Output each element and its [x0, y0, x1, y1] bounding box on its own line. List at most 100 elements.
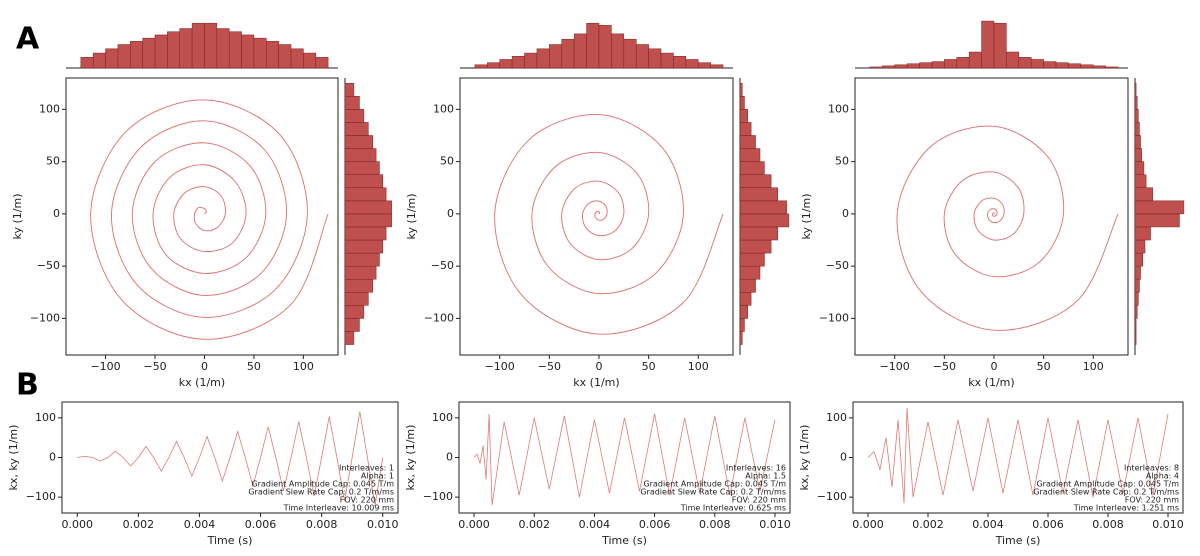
- x-tick-label: 0: [595, 360, 602, 373]
- hist-bar: [739, 226, 779, 241]
- hist-bar: [739, 82, 743, 97]
- hist-bar: [216, 28, 230, 69]
- y-tick-label: −100: [817, 490, 847, 503]
- trajectory-trace: [77, 411, 384, 506]
- hist-bar: [154, 34, 168, 69]
- y-axis-label: kx, ky (1/m): [7, 425, 20, 491]
- hist-bar: [1134, 187, 1154, 202]
- hist-bar: [344, 109, 365, 123]
- hist-bar: [117, 44, 131, 69]
- hist-bar: [739, 161, 765, 175]
- hist-bar: [685, 59, 699, 69]
- hist-bar: [344, 305, 365, 319]
- annotation: Gradient Amplitude Cap: 0.045 T/m: [251, 480, 394, 489]
- axes-frame: [459, 77, 734, 356]
- hist-bar: [1043, 61, 1057, 69]
- hist-bar: [1080, 64, 1094, 69]
- x-tick-label: 0.004: [972, 518, 1004, 531]
- hist-bar: [344, 292, 369, 306]
- axes-frame: [854, 77, 1129, 356]
- hist-bar: [869, 66, 883, 69]
- hist-bar: [344, 213, 392, 228]
- trajectory-line: [896, 125, 1119, 331]
- hist-bar: [344, 148, 377, 162]
- hist-bar: [739, 292, 752, 306]
- hist-bar: [499, 59, 513, 69]
- hist-bar: [1134, 96, 1138, 110]
- hist-bar: [474, 64, 488, 69]
- hist-bar: [266, 41, 279, 69]
- annotation: Alpha: 1.5: [745, 472, 786, 481]
- hist-bar: [739, 331, 743, 345]
- hist-bar: [344, 82, 355, 97]
- x-tick-label: 0.010: [759, 518, 791, 531]
- hist-bar: [1134, 292, 1139, 306]
- hist-bar: [739, 96, 745, 110]
- hist-bar: [1134, 200, 1185, 215]
- x-tick-label: 0: [201, 360, 208, 373]
- y-tick-label: −100: [30, 311, 60, 324]
- hist-bar: [511, 56, 525, 69]
- y-tick-label: 100: [39, 102, 60, 115]
- hist-bar: [739, 148, 761, 162]
- hist-bar: [315, 57, 329, 69]
- x-tick-label: 100: [1083, 360, 1104, 373]
- annotation: Gradient Amplitude Cap: 0.045 T/m: [643, 480, 786, 489]
- x-tick-label: 0.008: [699, 518, 731, 531]
- x-tick-label: −100: [90, 360, 120, 373]
- hist-bar: [931, 61, 945, 69]
- hist-bar: [573, 33, 587, 69]
- hist-bar: [92, 52, 106, 69]
- panel-label: A: [16, 22, 40, 57]
- x-tick-label: 0.004: [184, 518, 216, 531]
- y-axis-label: kx, ky (1/m): [404, 425, 417, 491]
- annotation: Interleaves: 1: [339, 464, 394, 473]
- x-tick-label: −50: [933, 360, 956, 373]
- hist-bar: [344, 122, 369, 136]
- y-tick-label: 100: [826, 411, 847, 424]
- annotation: Gradient Amplitude Cap: 0.045 T/m: [1036, 480, 1179, 489]
- x-tick-label: 0.002: [912, 518, 944, 531]
- hist-bar: [191, 22, 205, 69]
- hist-bar: [698, 62, 711, 69]
- hist-bar: [1134, 226, 1151, 241]
- x-tick-label: 0.002: [123, 518, 155, 531]
- hist-bar: [253, 37, 267, 69]
- annotation: Time Interleave: 10.009 ms: [283, 504, 394, 513]
- hist-bar: [167, 31, 180, 69]
- y-tick-label: 100: [433, 102, 454, 115]
- hist-bar: [344, 187, 387, 202]
- hist-bar: [739, 305, 749, 319]
- hist-bar: [623, 38, 637, 69]
- axes-frame: [65, 77, 339, 356]
- y-tick-label: 0: [53, 207, 60, 220]
- hist-bar: [536, 48, 550, 69]
- hist-bar: [1134, 109, 1139, 123]
- hist-bar: [673, 56, 687, 69]
- hist-bar: [710, 64, 724, 69]
- hist-bar: [344, 174, 384, 189]
- hist-bar: [344, 318, 360, 332]
- hist-bar: [739, 187, 779, 202]
- annotation: Interleaves: 8: [1124, 464, 1179, 473]
- y-tick-label: −50: [37, 259, 60, 272]
- x-axis-label: Time (s): [207, 534, 253, 547]
- x-tick-label: 0.006: [245, 518, 277, 531]
- y-axis-label: ky (1/m): [800, 194, 813, 240]
- hist-bar: [739, 200, 787, 215]
- hist-bar: [1134, 239, 1146, 254]
- annotation: Time Interleave: 1.251 ms: [1073, 504, 1179, 513]
- x-tick-label: −50: [143, 360, 166, 373]
- x-tick-label: 0.000: [852, 518, 884, 531]
- hist-bar: [303, 52, 316, 69]
- hist-bar: [981, 20, 995, 69]
- annotation: Time Interleave: 0.625 ms: [680, 504, 786, 513]
- trajectory-trace: [473, 413, 776, 506]
- hist-bar: [1134, 135, 1141, 149]
- y-tick-label: 0: [49, 451, 56, 464]
- y-tick-label: 100: [828, 102, 849, 115]
- annotation: Gradient Slew Rate Cap: 0.2 T/m/ms: [248, 488, 394, 497]
- hist-bar: [344, 161, 380, 175]
